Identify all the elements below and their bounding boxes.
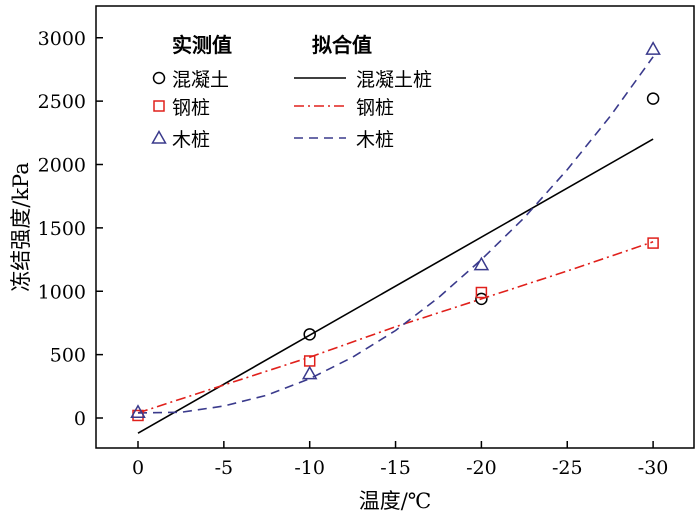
y-tick-label: 2000 [38, 155, 86, 177]
axis-ticks: 0 -5 -10 -15 -20 -25 -30 0 500 1000 1500 2000 2500 30… [38, 28, 669, 479]
x-tick-label: -5 [215, 457, 234, 479]
y-tick-label: 1500 [38, 218, 86, 240]
measured-point-2-0 [130, 404, 146, 419]
x-axis-title: 温度/℃ [359, 489, 432, 513]
y-tick-label: 1000 [38, 281, 86, 303]
legend-fitted-label-0: 混凝土桩 [356, 69, 432, 91]
fitted-line-1 [137, 241, 654, 414]
legend-measured-header: 实测值 [172, 33, 232, 57]
series-layer [130, 41, 661, 434]
y-axis-title: 冻结强度/kPa [9, 162, 33, 292]
legend-fitted-label-1: 钢桩 [356, 97, 394, 119]
y-tick-label: 3000 [38, 28, 86, 50]
fitted-line-0 [137, 138, 654, 434]
legend-marker-1 [153, 100, 165, 112]
fitted-line-2 [137, 56, 654, 414]
measured-point-2-3 [645, 41, 661, 55]
legend-fitted-header: 拟合值 [312, 33, 372, 57]
y-tick-label: 0 [74, 408, 86, 430]
x-tick-label: -25 [552, 457, 583, 479]
measured-point-0-1 [475, 292, 488, 306]
measured-point-0-2 [646, 92, 660, 105]
legend-measured-label-1: 钢桩 [172, 97, 210, 119]
measured-point-2-1 [301, 365, 318, 380]
legend-measured-label-2: 木桩 [172, 129, 210, 151]
x-tick-label: 0 [132, 457, 144, 479]
measured-point-1-2 [475, 286, 488, 299]
measured-point-0-0 [303, 328, 316, 341]
legend-marker-0 [152, 71, 166, 85]
x-tick-label: -15 [380, 457, 411, 479]
y-tick-label: 2500 [38, 91, 86, 113]
x-tick-label: -30 [638, 457, 669, 479]
legend-fitted-label-2: 木桩 [356, 129, 394, 151]
legend-marker-2 [151, 129, 167, 144]
y-tick-label: 500 [50, 345, 86, 367]
legend-measured-label-0: 混凝土 [172, 69, 229, 91]
x-tick-label: -20 [466, 457, 497, 479]
x-tick-label: -10 [294, 457, 325, 479]
measured-point-2-2 [473, 256, 490, 271]
measured-point-1-3 [647, 237, 659, 249]
legend: 实测值 拟合值 混凝土 钢桩 木桩 混凝土桩 钢桩 木桩 [151, 33, 432, 151]
